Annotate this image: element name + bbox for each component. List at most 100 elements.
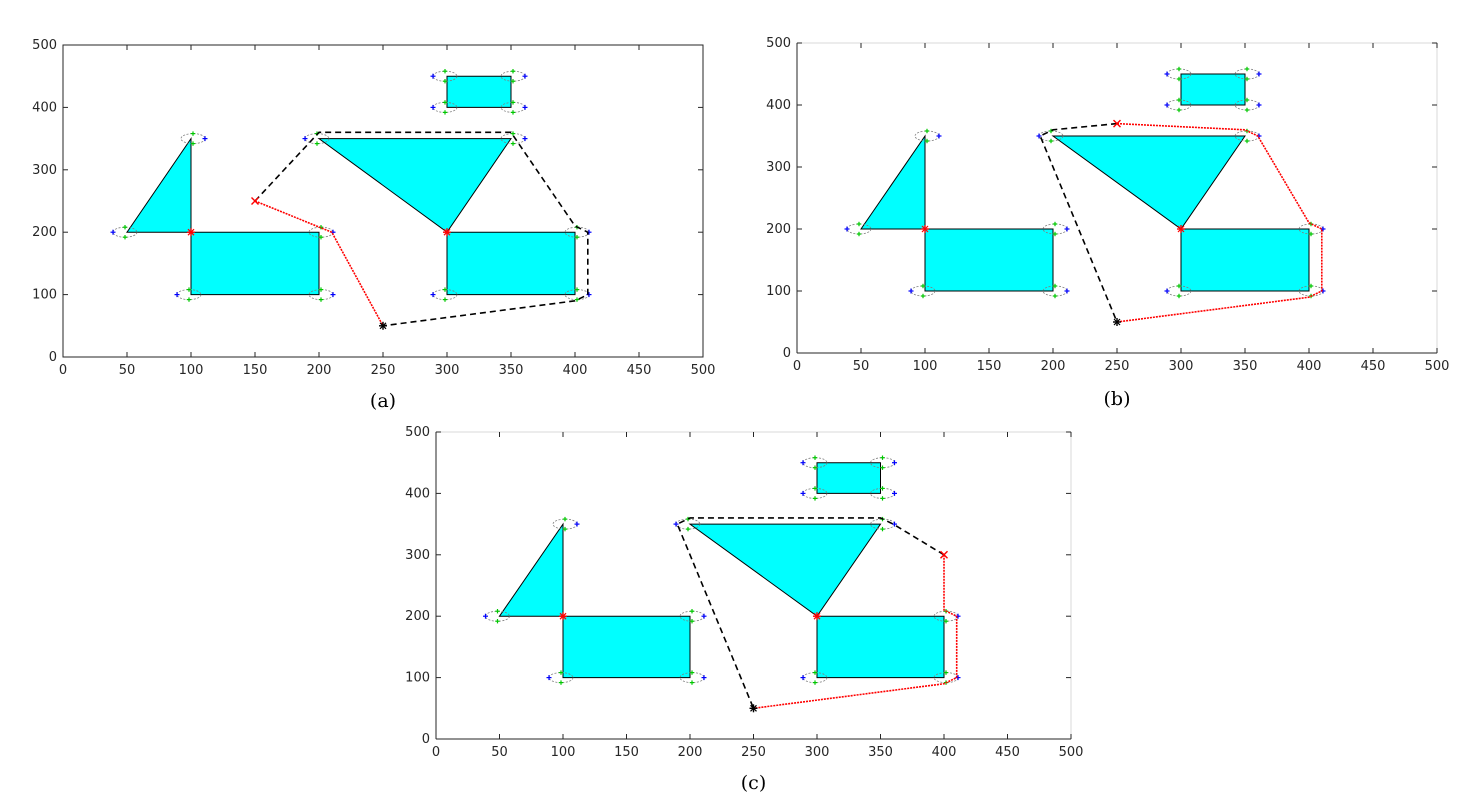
uncertainty-ellipse (485, 610, 510, 622)
red-path (753, 554, 958, 710)
x-tick-label: 0 (793, 359, 801, 374)
y-tick-label: 100 (32, 288, 57, 303)
x-tick-label: 150 (243, 363, 268, 378)
x-tick-label: 500 (1425, 359, 1450, 374)
y-tick-label: 300 (32, 163, 57, 178)
ellipse-point-green (1052, 221, 1058, 227)
ellipse-point-blue (701, 613, 707, 619)
dashed-path (676, 517, 945, 709)
ellipse-point-blue (522, 73, 528, 79)
uncertainty-ellipse (176, 289, 202, 301)
obstacle-1 (498, 522, 564, 617)
ellipse-point-green (924, 128, 930, 134)
ellipse-point-green (1052, 293, 1058, 299)
ellipse-point-blue (892, 490, 897, 496)
x-tick-label: 150 (614, 745, 639, 760)
panel-caption: (c) (741, 772, 766, 794)
ellipse-point-green (812, 455, 818, 460)
x-tick-label: 300 (805, 745, 830, 760)
ellipse-point-blue (430, 73, 436, 79)
goal-marker (940, 550, 948, 559)
uncertainty-ellipse (432, 289, 458, 301)
ellipse-point-green (685, 526, 691, 532)
corner-marker (559, 612, 567, 621)
ellipse-point-green (1176, 66, 1182, 72)
ellipse-point-blue (302, 136, 308, 142)
ellipse-point-blue (701, 675, 707, 681)
ellipse-point-blue (522, 136, 528, 142)
obstacle-5 (446, 75, 512, 108)
ellipse-point-green (920, 283, 926, 289)
ellipse-point-green (442, 110, 448, 115)
ellipse-point-green (1244, 107, 1250, 113)
x-tick-label: 250 (371, 363, 396, 378)
ellipse-point-green (1308, 283, 1314, 289)
ellipse-point-green (574, 297, 580, 302)
ellipse-point-green (1244, 76, 1250, 82)
ellipse-point-green (1308, 231, 1314, 237)
chart-panel-2: 0 50 100 150 200 250 300 350 400 450 500 0 100 200 300… (766, 36, 1449, 410)
obstacle-5 (1180, 73, 1246, 106)
ellipse-point-green (558, 670, 564, 675)
ellipse-point-green (1176, 283, 1182, 289)
uncertainty-ellipse (432, 102, 458, 113)
ellipse-point-green (574, 287, 580, 292)
start-marker (1113, 318, 1121, 326)
y-tick-label: 400 (766, 98, 791, 113)
ellipse-point-green (1052, 283, 1058, 289)
ellipse-point-green (442, 287, 448, 292)
ellipse-point-green (880, 486, 885, 491)
ellipse-point-green (689, 670, 695, 675)
corner-marker (813, 612, 821, 621)
ellipse-point-green (510, 131, 516, 136)
x-tick-label: 400 (563, 363, 588, 378)
y-tick-label: 0 (783, 346, 791, 361)
ellipse-point-blue (430, 104, 436, 110)
ellipse-point-green (495, 619, 500, 624)
ellipse-point-green (812, 680, 818, 685)
ellipse-point-green (186, 287, 192, 292)
corner-marker (443, 228, 451, 237)
x-tick-label: 100 (913, 359, 938, 374)
ellipse-point-blue (202, 136, 208, 142)
ellipse-point-green (122, 225, 128, 230)
ellipse-point-green (190, 141, 196, 146)
corner-marker (187, 228, 195, 237)
x-tick-label: 200 (1041, 359, 1066, 374)
ellipse-point-green (442, 79, 448, 84)
x-tick-label: 100 (551, 745, 576, 760)
ellipse-point-blue (800, 460, 806, 466)
ellipse-point-green (442, 69, 448, 74)
y-tick-label: 300 (766, 160, 791, 175)
uncertainty-ellipse (910, 285, 936, 297)
ellipse-point-green (1052, 231, 1058, 237)
ellipse-point-green (574, 235, 580, 240)
y-tick-label: 200 (32, 225, 57, 240)
ellipse-point-blue (174, 292, 180, 298)
ellipse-point-blue (546, 675, 552, 681)
ellipse-point-green (812, 465, 818, 470)
ellipse-point-green (943, 619, 949, 624)
ellipse-point-green (318, 287, 324, 292)
red-path (254, 200, 384, 327)
x-tick-label: 50 (853, 359, 870, 374)
obstacle-3 (1051, 135, 1246, 230)
y-tick-label: 200 (766, 222, 791, 237)
ellipse-point-blue (1164, 102, 1170, 108)
ellipse-point-green (1176, 76, 1182, 82)
y-tick-label: 100 (766, 284, 791, 299)
y-tick-label: 200 (405, 609, 430, 624)
ellipse-point-blue (1256, 71, 1262, 77)
goal-marker (1113, 119, 1121, 128)
ellipse-point-green (510, 141, 516, 146)
ellipse-point-green (1176, 97, 1182, 103)
x-tick-label: 350 (499, 363, 524, 378)
ellipse-point-green (510, 100, 516, 105)
x-tick-label: 250 (741, 745, 766, 760)
x-tick-label: 50 (491, 745, 508, 760)
x-tick-label: 500 (691, 363, 716, 378)
ellipse-point-green (924, 138, 930, 144)
ellipse-point-blue (844, 226, 850, 232)
ellipse-point-green (510, 110, 516, 115)
ellipse-point-blue (908, 288, 914, 294)
